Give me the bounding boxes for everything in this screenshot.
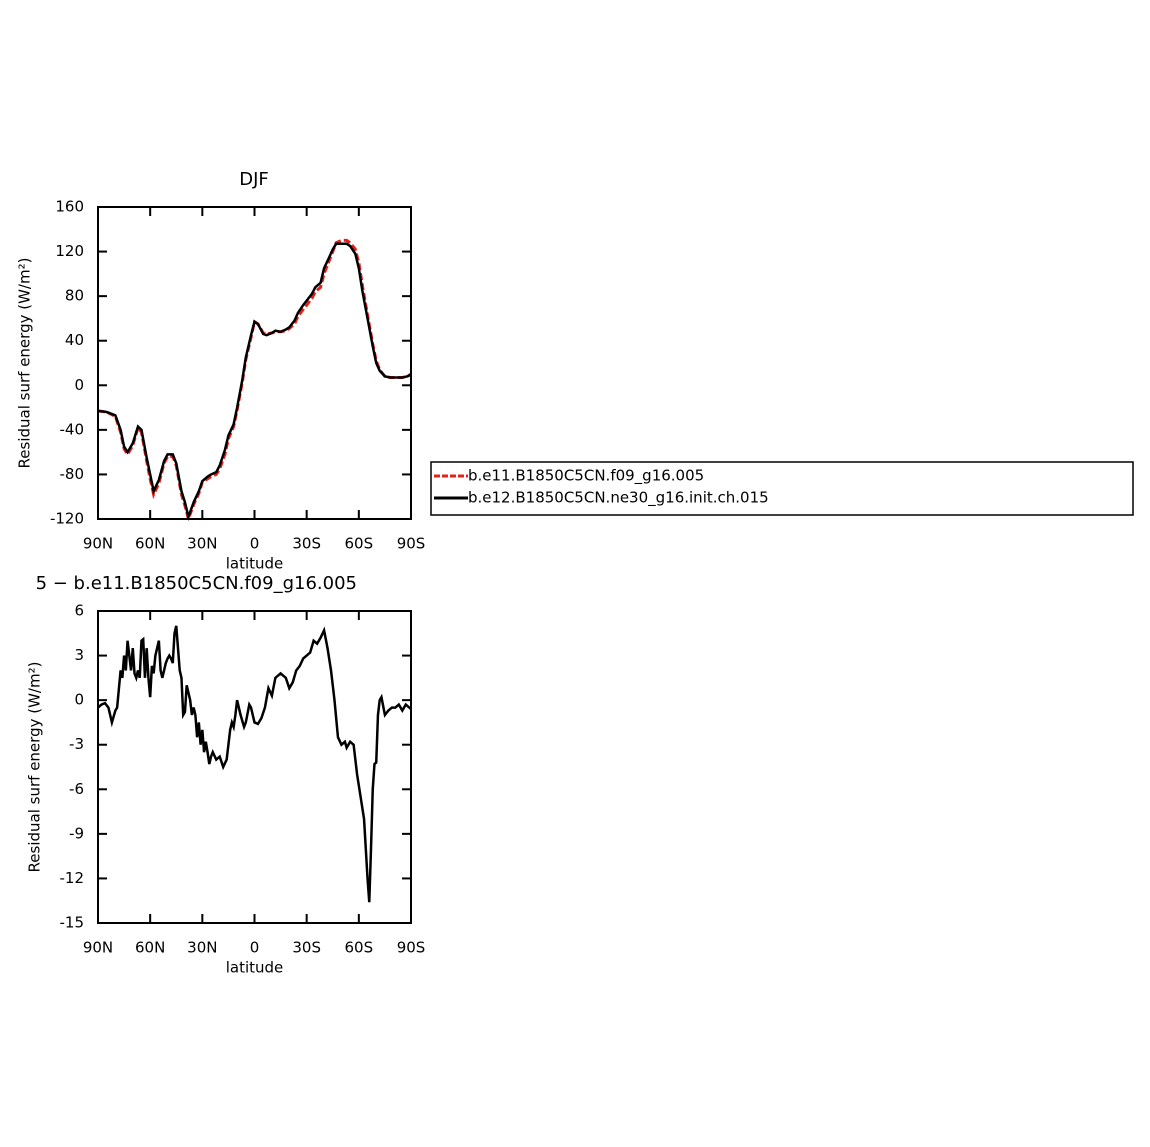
x-tick-label: 30S [292, 939, 321, 957]
x-tick-label: 60N [135, 939, 165, 957]
legend-box [430, 461, 1134, 516]
legend-label: b.e12.B1850C5CN.ne30_g16.init.ch.015 [468, 489, 769, 508]
legend-label: b.e11.B1850C5CN.f09_g16.005 [468, 467, 704, 486]
y-tick-label: 40 [65, 331, 84, 349]
x-tick-label: 0 [250, 535, 260, 553]
y-tick-label: -6 [69, 780, 84, 798]
x-tick-label: 60N [135, 535, 165, 553]
y-tick-label: -12 [60, 869, 85, 887]
x-tick-label: 90S [397, 535, 426, 553]
x-tick-label: 90N [83, 535, 113, 553]
y-tick-label: 6 [74, 602, 84, 620]
chart-title: DJF [239, 169, 269, 190]
y-tick-label: 0 [74, 691, 84, 709]
plot-frame [97, 610, 412, 924]
y-tick-label: -15 [60, 914, 85, 932]
y-tick-label: -80 [60, 465, 85, 483]
plot-frame [97, 206, 412, 520]
series-line [97, 625, 412, 903]
y-axis-label: Residual surf energy (W/m²) [26, 662, 44, 873]
y-tick-label: 120 [55, 242, 84, 260]
y-tick-label: 0 [74, 376, 84, 394]
x-tick-label: 30S [292, 535, 321, 553]
x-axis-label: latitude [226, 555, 284, 573]
y-tick-label: 3 [74, 646, 84, 664]
y-tick-label: -120 [50, 510, 84, 528]
series-line [97, 242, 412, 522]
y-tick-label: 80 [65, 287, 84, 305]
x-axis-label: latitude [226, 959, 284, 977]
chart-title: 5 − b.e11.B1850C5CN.f09_g16.005 [36, 573, 357, 594]
x-tick-label: 90N [83, 939, 113, 957]
x-tick-label: 60S [345, 535, 374, 553]
x-tick-label: 0 [250, 939, 260, 957]
y-tick-label: -9 [69, 824, 84, 842]
y-axis-label: Residual surf energy (W/m²) [16, 258, 34, 469]
y-tick-label: -3 [69, 735, 84, 753]
x-tick-label: 30N [187, 535, 217, 553]
y-tick-label: -40 [60, 420, 85, 438]
y-tick-label: 160 [55, 198, 84, 216]
x-tick-label: 90S [397, 939, 426, 957]
series-line [97, 238, 412, 525]
x-tick-label: 60S [345, 939, 374, 957]
x-tick-label: 30N [187, 939, 217, 957]
